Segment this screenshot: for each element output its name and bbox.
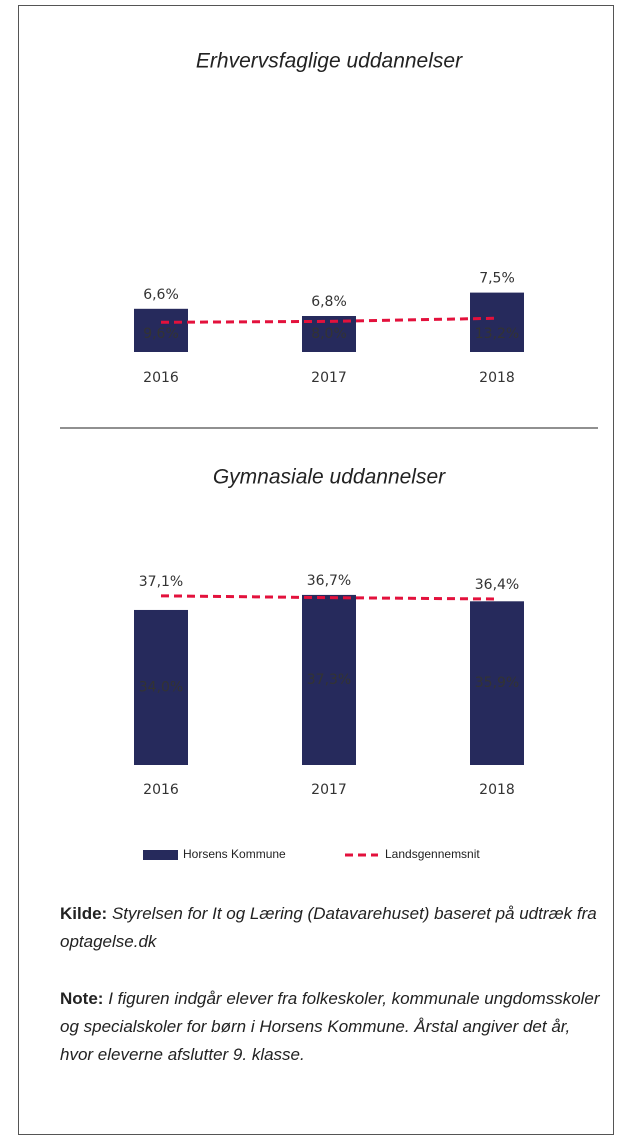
- bar-label: 9,6%: [143, 326, 179, 342]
- legend-swatch: [143, 850, 178, 860]
- average-line: [160, 316, 498, 324]
- line-label: 36,4%: [475, 577, 519, 593]
- legend-label: Horsens Kommune: [183, 847, 286, 861]
- bar: [134, 609, 188, 765]
- legend-label: Landsgennemsnit: [385, 847, 480, 861]
- bar-label: 8,0%: [311, 326, 347, 342]
- source-text: Styrelsen for It og Læring (Datavarehuse…: [60, 904, 597, 951]
- x-tick-label: 2018: [479, 370, 515, 386]
- line-label: 6,8%: [311, 294, 347, 310]
- average-line: [160, 594, 498, 601]
- bar: [134, 308, 188, 352]
- line-label: 37,1%: [139, 574, 183, 590]
- bar: [470, 601, 524, 765]
- source: Kilde: Styrelsen for It og Læring (Datav…: [60, 900, 608, 956]
- bar-label: 37,3%: [307, 672, 351, 688]
- bar: [470, 292, 524, 352]
- x-tick-label: 2018: [479, 782, 515, 798]
- note-label: Note:: [60, 989, 104, 1008]
- line-label: 36,7%: [307, 573, 351, 589]
- chart-title: Erhvervsfaglige uddannelser: [196, 50, 463, 73]
- charts: Erhvervsfaglige uddannelser 2016 2017 2018 9…: [60, 50, 598, 861]
- x-tick-label: 2016: [143, 370, 179, 386]
- source-label: Kilde:: [60, 904, 108, 923]
- bar: [302, 594, 356, 765]
- note-text: I figuren indgår elever fra folkeskoler,…: [60, 989, 600, 1064]
- bar-label: 35,9%: [475, 675, 519, 691]
- chart-title: Gymnasiale uddannelser: [213, 466, 446, 489]
- x-tick-label: 2016: [143, 782, 179, 798]
- note: Note: I figuren indgår elever fra folkes…: [60, 985, 608, 1069]
- x-tick-label: 2017: [311, 782, 347, 798]
- bar-label: 34,0%: [139, 679, 183, 695]
- line-label: 6,6%: [143, 287, 179, 303]
- x-tick-label: 2017: [311, 370, 347, 386]
- line-label: 7,5%: [479, 271, 515, 287]
- bar-label: 13,2%: [475, 326, 519, 342]
